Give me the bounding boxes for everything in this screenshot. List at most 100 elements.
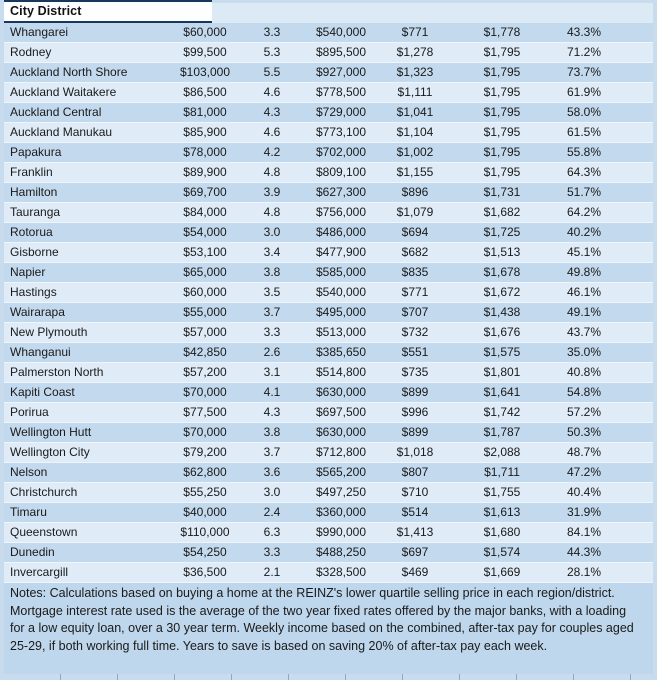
value-cell: 4.6 [263,125,281,139]
table-row: Rodney $99,500 5.3 $895,500 $1,278 $1,795 71.2… [4,43,653,63]
value-cell: $710 [401,485,429,499]
value-cell: $996 [401,405,429,419]
value-cell: $57,200 [183,365,227,379]
value-cell: $1,155 [396,165,434,179]
value-cell: $835 [401,265,429,279]
value-cell: $78,000 [183,145,227,159]
empty-cell [612,543,653,562]
value-cell: 3.3 [263,25,281,39]
empty-cell [612,243,653,262]
value-cell: $1,676 [483,325,521,339]
value-cell: $682 [401,245,429,259]
value-cell: $1,672 [483,285,521,299]
value-cell: $1,795 [483,125,521,139]
table-row: Auckland Manukau $85,900 4.6 $773,100 $1,104… [4,123,653,143]
value-cell: $385,650 [315,345,367,359]
value-cell: 3.0 [263,225,281,239]
value-cell: $585,000 [315,265,367,279]
value-cell: 35.0% [566,345,602,359]
district-cell: Hastings [10,285,57,299]
value-cell: 47.2% [566,465,602,479]
district-cell: Wellington Hutt [10,425,92,439]
value-cell: $1,742 [483,405,521,419]
value-cell: $1,104 [396,125,434,139]
value-cell: $1,413 [396,525,434,539]
empty-cell [612,443,653,462]
value-cell: $1,641 [483,385,521,399]
value-cell: 3.5 [263,285,281,299]
table-row: Porirua $77,500 4.3 $697,500 $996 $1,742 57.2% [4,403,653,423]
value-cell: $70,000 [183,425,227,439]
value-cell: $627,300 [315,185,367,199]
district-cell: Wairarapa [10,305,65,319]
value-cell: $1,002 [396,145,434,159]
value-cell: $42,850 [183,345,227,359]
district-cell: Queenstown [10,525,78,539]
district-cell: Hamilton [10,185,58,199]
value-cell: 61.9% [566,85,602,99]
value-cell: 50.3% [566,425,602,439]
table-row: Wellington City $79,200 3.7 $712,800 $1,018 $… [4,443,653,463]
table-row: Hamilton $69,700 3.9 $627,300 $896 $1,731 51.7… [4,183,653,203]
empty-cell [612,523,653,542]
value-cell: $513,000 [315,325,367,339]
district-cell: Invercargill [10,565,69,579]
table-row: Christchurch $55,250 3.0 $497,250 $710 $1,755… [4,483,653,503]
table-row: Gisborne $53,100 3.4 $477,900 $682 $1,513 45.1… [4,243,653,263]
value-cell: 3.8 [263,265,281,279]
value-cell: $697 [401,545,429,559]
table-header-row: City District [4,0,653,23]
empty-cell [612,503,653,522]
table-row: Auckland Central $81,000 4.3 $729,000 $1,041… [4,103,653,123]
value-cell: 6.3 [263,525,281,539]
district-cell: Wellington City [10,445,90,459]
value-cell: $540,000 [315,25,367,39]
value-cell: $771 [401,25,429,39]
value-cell: $1,795 [483,45,521,59]
value-cell: $1,680 [483,525,521,539]
value-cell: $1,079 [396,205,434,219]
value-cell: $1,041 [396,105,434,119]
table-row: Palmerston North $57,200 3.1 $514,800 $735 $1… [4,363,653,383]
value-cell: 49.1% [566,305,602,319]
district-cell: Palmerston North [10,365,104,379]
value-cell: 48.7% [566,445,602,459]
district-cell: Papakura [10,145,62,159]
value-cell: $469 [401,565,429,579]
value-cell: $1,731 [483,185,521,199]
value-cell: 84.1% [566,525,602,539]
value-cell: 40.4% [566,485,602,499]
value-cell: $55,000 [183,305,227,319]
bottom-margin-gridline-ticks [4,674,653,680]
value-cell: $328,500 [315,565,367,579]
value-cell: 46.1% [566,285,602,299]
table-row: Invercargill $36,500 2.1 $328,500 $469 $1,669… [4,563,653,583]
value-cell: $1,018 [396,445,434,459]
empty-cell [612,403,653,422]
value-cell: $1,682 [483,205,521,219]
value-cell: 58.0% [566,105,602,119]
empty-cell [612,423,653,442]
value-cell: $486,000 [315,225,367,239]
empty-cell [612,23,653,42]
value-cell: $360,000 [315,505,367,519]
empty-cell [612,343,653,362]
value-cell: $85,900 [183,125,227,139]
value-cell: $1,801 [483,365,521,379]
district-cell: Dunedin [10,545,55,559]
value-cell: $57,000 [183,325,227,339]
table-row: Queenstown $110,000 6.3 $990,000 $1,413 $1,68… [4,523,653,543]
value-cell: $60,000 [183,25,227,39]
value-cell: $36,500 [183,565,227,579]
table-row: Nelson $62,800 3.6 $565,200 $807 $1,711 47.2% [4,463,653,483]
value-cell: 64.3% [566,165,602,179]
district-cell: Franklin [10,165,53,179]
value-cell: $697,500 [315,405,367,419]
district-cell: Auckland Waitakere [10,85,117,99]
table-notes: Notes: Calculations based on buying a ho… [4,583,653,674]
value-cell: $514 [401,505,429,519]
district-cell: Napier [10,265,46,279]
value-cell: $1,795 [483,105,521,119]
value-cell: 5.3 [263,45,281,59]
value-cell: 3.7 [263,445,281,459]
